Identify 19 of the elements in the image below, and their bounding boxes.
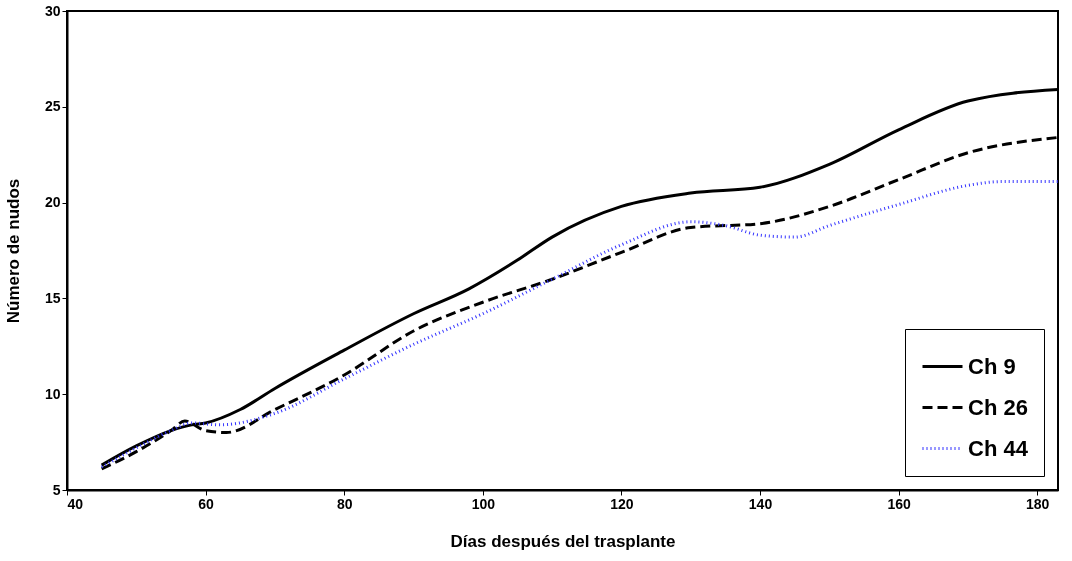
y-tick-label: 30 (44, 2, 61, 19)
y-axis-title: Número de nudos (3, 178, 23, 324)
x-tick-label: 140 (748, 495, 773, 512)
y-tick-label: 5 (52, 481, 61, 498)
y-tick-label: 25 (44, 98, 61, 115)
legend-label: Ch 26 (968, 394, 1028, 420)
y-tick-label: 15 (44, 289, 61, 306)
y-tick-label: 20 (44, 194, 61, 211)
x-tick-label: 160 (887, 495, 911, 512)
x-axis-title: Días después del trasplante (450, 531, 676, 551)
legend-label: Ch 44 (968, 435, 1029, 461)
x-tick-label: 180 (1026, 495, 1050, 512)
x-tick-label: 60 (198, 495, 215, 512)
legend-label: Ch 9 (968, 353, 1016, 379)
x-tick-label: 120 (610, 495, 634, 512)
x-tick-label: 100 (471, 495, 496, 512)
x-tick-label: 80 (336, 495, 353, 512)
y-tick-label: 10 (44, 385, 61, 402)
x-tick-label: 40 (67, 495, 84, 512)
